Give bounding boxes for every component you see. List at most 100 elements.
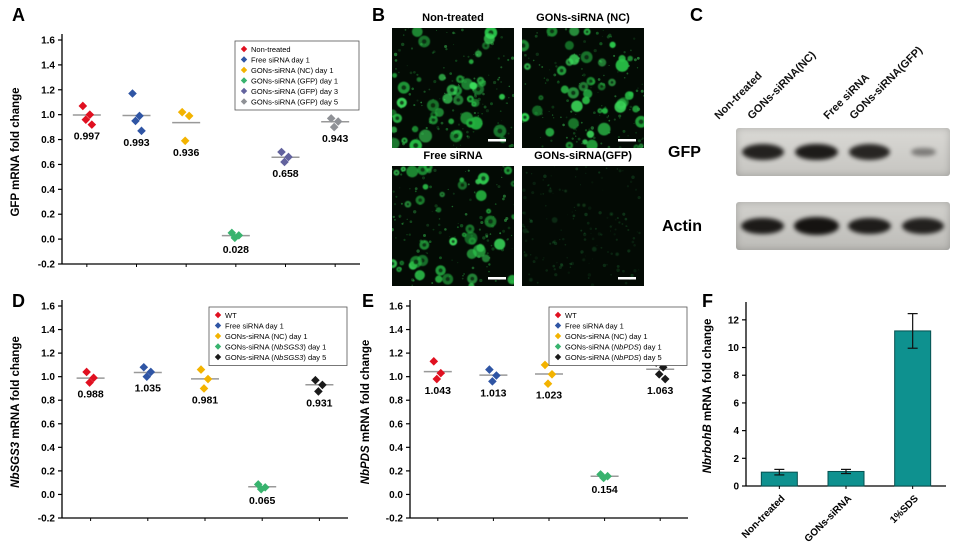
data-point xyxy=(329,122,339,132)
legend-marker xyxy=(214,322,222,329)
legend-marker xyxy=(214,332,222,340)
mean-label: 1.043 xyxy=(425,385,451,397)
cell-blobs xyxy=(392,28,507,148)
legend-marker xyxy=(554,322,562,329)
mean-label: 0.997 xyxy=(74,131,100,143)
y-tick-label: -0.2 xyxy=(38,514,56,525)
data-point xyxy=(78,101,88,111)
legend-label: GONs-siRNA (NbSGS3) day 5 xyxy=(225,353,326,362)
x-tick-label: Non-treated xyxy=(740,493,787,540)
y-tick-label: -0.2 xyxy=(386,514,404,525)
legend-marker xyxy=(214,343,222,350)
legend-label: Free siRNA day 1 xyxy=(565,321,624,330)
data-point xyxy=(128,89,137,98)
data-point xyxy=(280,157,289,167)
data-point xyxy=(146,367,156,377)
micrograph-image xyxy=(522,28,644,148)
y-tick-label: 0.4 xyxy=(41,443,55,454)
blot-strip-gfp xyxy=(736,128,950,176)
data-point xyxy=(82,367,91,377)
chart-svg-E: -0.2 0.0 0.2 0.4 0.6 0.8 1.0 1.2 1.4 1.6 NbPDS mRN… xyxy=(360,300,688,525)
y-tick-label: 6 xyxy=(733,398,739,409)
y-tick-label: 0.0 xyxy=(41,490,55,501)
blot-row-label-gfp: GFP xyxy=(668,144,701,161)
data-point xyxy=(253,480,263,489)
y-tick-label: 0 xyxy=(733,482,739,493)
data-point xyxy=(139,362,149,372)
data-point xyxy=(196,365,206,374)
panel-c-letter: C xyxy=(690,5,703,25)
micrograph-title: Non-treated xyxy=(422,12,484,24)
data-point xyxy=(256,484,266,494)
data-point xyxy=(137,126,146,136)
y-tick-label: 12 xyxy=(728,315,740,326)
bar xyxy=(894,330,932,487)
data-point xyxy=(311,375,320,385)
data-point xyxy=(547,370,557,379)
legend-marker xyxy=(240,45,248,53)
y-tick-label: 0.0 xyxy=(389,490,403,501)
y-tick-label: 0.8 xyxy=(41,135,55,146)
panel-d-letter: D xyxy=(12,291,25,311)
y-tick-label: 1.2 xyxy=(41,85,55,96)
micrograph-title: Free siRNA xyxy=(423,150,483,162)
panel-b-letter: B xyxy=(372,5,385,25)
legend-marker xyxy=(554,311,562,319)
micrograph-gons-sirna-gfp xyxy=(522,166,644,286)
y-tick-label: 1.6 xyxy=(41,36,55,47)
blot-band xyxy=(794,143,838,161)
y-tick-label: 0.4 xyxy=(41,185,55,196)
mean-label: 1.035 xyxy=(135,383,161,395)
blot-band xyxy=(741,217,785,235)
legend-box xyxy=(548,306,688,366)
data-point xyxy=(540,360,550,370)
mean-label: 0.931 xyxy=(306,397,332,409)
data-point xyxy=(314,387,323,396)
y-tick-label: 0.0 xyxy=(41,235,55,246)
blot-band xyxy=(849,143,891,160)
y-tick-label: 0.4 xyxy=(389,443,403,454)
panel-f-letter: F xyxy=(702,291,713,311)
y-tick-label: 4 xyxy=(733,426,739,437)
mean-label: 0.943 xyxy=(322,133,348,145)
data-point xyxy=(81,115,91,124)
data-point xyxy=(488,377,497,386)
legend-label: GONs-siRNA (NbPDS) day 5 xyxy=(565,353,662,362)
y-tick-label: 0.6 xyxy=(41,419,55,430)
legend-marker xyxy=(240,98,248,105)
legend-box xyxy=(208,306,348,366)
panel-e-letter: E xyxy=(362,291,375,311)
data-point xyxy=(654,370,664,379)
y-axis-title: NbPDS mRNA fold change xyxy=(360,340,372,485)
mean-label: 0.981 xyxy=(192,394,218,406)
y-tick-label: 1.2 xyxy=(389,349,403,360)
mean-label: 1.023 xyxy=(536,390,562,402)
legend-label: GONs-siRNA (GFP) day 1 xyxy=(251,76,338,85)
chart-svg-A: -0.2 0.0 0.2 0.4 0.6 0.8 1.0 1.2 1.4 1.6 GFP mRNA … xyxy=(10,34,360,271)
y-tick-label: 1.6 xyxy=(41,302,55,313)
panel-c-western-blot: Non-treated GONs-siRNA(NC) Free siRNA GO… xyxy=(660,6,958,288)
legend-label: WT xyxy=(225,311,237,320)
data-point xyxy=(199,384,209,393)
scale-bar xyxy=(488,277,506,280)
scale-bar xyxy=(488,139,506,142)
micrograph-image xyxy=(522,166,644,286)
data-point xyxy=(429,357,439,366)
scale-bar xyxy=(618,139,636,142)
cell-blobs xyxy=(392,166,514,286)
micrograph-free-sirna xyxy=(392,166,514,286)
mean-label: 0.988 xyxy=(77,389,103,401)
data-point xyxy=(142,372,152,381)
legend-label: WT xyxy=(565,311,577,320)
chart-svg-D: -0.2 0.0 0.2 0.4 0.6 0.8 1.0 1.2 1.4 1.6 NbSGS3 mR… xyxy=(10,300,348,525)
panel-e-scatter-chart: -0.2 0.0 0.2 0.4 0.6 0.8 1.0 1.2 1.4 1.6 NbPDS mRN… xyxy=(356,292,696,544)
micrograph-title: GONs-siRNA(GFP) xyxy=(534,150,632,162)
y-tick-label: 0.6 xyxy=(389,419,403,430)
legend-marker xyxy=(554,343,562,350)
legend-marker xyxy=(214,353,222,361)
y-tick-label: 1.4 xyxy=(389,325,403,336)
legend-label: GONs-siRNA (GFP) day 5 xyxy=(251,97,338,106)
mean-label: 1.063 xyxy=(647,385,673,397)
y-axis-title: NbSGS3 mRNA fold change xyxy=(10,336,22,488)
y-tick-label: 1.4 xyxy=(41,325,55,336)
